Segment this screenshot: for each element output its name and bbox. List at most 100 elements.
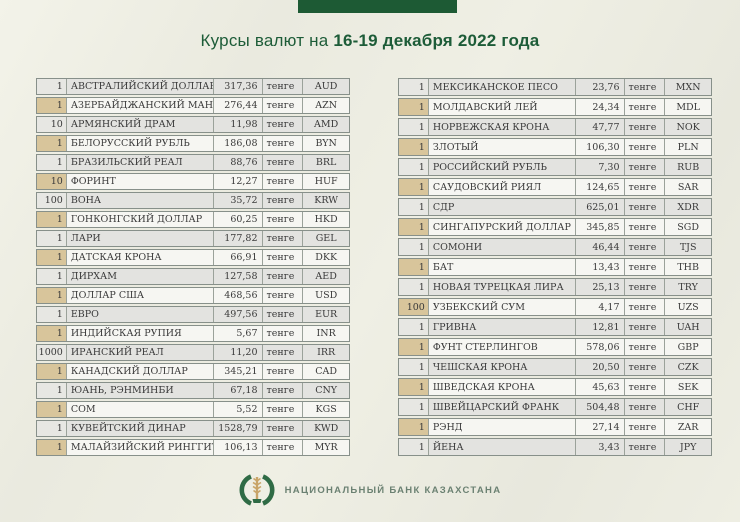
currency-row: 10 ФОРИНТ 12,27 тенге HUF: [36, 173, 350, 190]
currency-code-cell: BRL: [303, 155, 349, 170]
quantity-cell: 1: [399, 399, 429, 415]
rate-value-cell: 468,56: [213, 288, 263, 303]
currency-code-cell: AMD: [303, 117, 349, 132]
rate-value-cell: 13,43: [575, 259, 625, 275]
unit-cell: тенге: [624, 99, 666, 115]
currency-row: 1 САУДОВСКИЙ РИЯЛ 124,65 тенге SAR: [398, 178, 712, 196]
title-prefix: Курсы валют на: [200, 31, 334, 50]
quantity-cell: 1: [399, 319, 429, 335]
quantity-cell: 1: [399, 239, 429, 255]
rate-value-cell: 23,76: [575, 79, 625, 95]
unit-cell: тенге: [262, 326, 304, 341]
currency-row: 1 ЧЕШСКАЯ КРОНА 20,50 тенге CZK: [398, 358, 712, 376]
currency-name-cell: ЛАРИ: [66, 231, 214, 246]
currency-name-cell: ГОНКОНГСКИЙ ДОЛЛАР: [66, 212, 214, 227]
unit-cell: тенге: [624, 179, 666, 195]
unit-cell: тенге: [262, 364, 304, 379]
currency-code-cell: SGD: [665, 219, 711, 235]
currency-name-cell: ЮАНЬ, РЭНМИНБИ: [66, 383, 214, 398]
currency-row: 1 ШВЕЙЦАРСКИЙ ФРАНК 504,48 тенге CHF: [398, 398, 712, 416]
quantity-cell: 1: [37, 421, 67, 436]
currency-code-cell: SAR: [665, 179, 711, 195]
currency-row: 1 МЕКСИКАНСКОЕ ПЕСО 23,76 тенге MXN: [398, 78, 712, 96]
currency-name-cell: НОРВЕЖСКАЯ КРОНА: [428, 119, 576, 135]
unit-cell: тенге: [624, 159, 666, 175]
currency-code-cell: GBP: [665, 339, 711, 355]
quantity-cell: 1: [37, 155, 67, 170]
quantity-cell: 1: [399, 99, 429, 115]
quantity-cell: 1: [399, 79, 429, 95]
rate-value-cell: 1528,79: [213, 421, 263, 436]
page-title: Курсы валют на 16-19 декабря 2022 года: [0, 31, 740, 51]
unit-cell: тенге: [262, 383, 304, 398]
currency-row: 1 РОССИЙСКИЙ РУБЛЬ 7,30 тенге RUB: [398, 158, 712, 176]
currency-name-cell: КАНАДСКИЙ ДОЛЛАР: [66, 364, 214, 379]
currency-code-cell: CNY: [303, 383, 349, 398]
currency-name-cell: ДИРХАМ: [66, 269, 214, 284]
quantity-cell: 1: [37, 231, 67, 246]
currency-code-cell: MDL: [665, 99, 711, 115]
currency-code-cell: THB: [665, 259, 711, 275]
unit-cell: тенге: [624, 219, 666, 235]
unit-cell: тенге: [624, 339, 666, 355]
quantity-cell: 10: [37, 174, 67, 189]
currency-name-cell: ГРИВНА: [428, 319, 576, 335]
quantity-cell: 1: [37, 98, 67, 113]
unit-cell: тенге: [624, 299, 666, 315]
title-date-range: 16-19 декабря 2022 года: [333, 31, 540, 50]
unit-cell: тенге: [262, 174, 304, 189]
currency-code-cell: JPY: [665, 439, 711, 455]
currency-code-cell: CAD: [303, 364, 349, 379]
currency-name-cell: ЕВРО: [66, 307, 214, 322]
rate-value-cell: 35,72: [213, 193, 263, 208]
currency-row: 1 АВСТРАЛИЙСКИЙ ДОЛЛАР 317,36 тенге AUD: [36, 78, 350, 95]
currency-name-cell: САУДОВСКИЙ РИЯЛ: [428, 179, 576, 195]
unit-cell: тенге: [262, 269, 304, 284]
unit-cell: тенге: [624, 379, 666, 395]
unit-cell: тенге: [624, 439, 666, 455]
quantity-cell: 1: [37, 136, 67, 151]
currency-name-cell: СДР: [428, 199, 576, 215]
currency-row: 1 ФУНТ СТЕРЛИНГОВ 578,06 тенге GBP: [398, 338, 712, 356]
currency-name-cell: РОССИЙСКИЙ РУБЛЬ: [428, 159, 576, 175]
quantity-cell: 1: [399, 419, 429, 435]
rate-value-cell: 27,14: [575, 419, 625, 435]
quantity-cell: 1: [37, 79, 67, 94]
currency-code-cell: XDR: [665, 199, 711, 215]
currency-row: 1 ДИРХАМ 127,58 тенге AED: [36, 268, 350, 285]
rate-value-cell: 4,17: [575, 299, 625, 315]
currency-row: 1000 ИРАНСКИЙ РЕАЛ 11,20 тенге IRR: [36, 344, 350, 361]
currency-name-cell: МЕКСИКАНСКОЕ ПЕСО: [428, 79, 576, 95]
rate-value-cell: 46,44: [575, 239, 625, 255]
footer: НАЦИОНАЛЬНЫЙ БАНК КАЗАХСТАНА: [0, 472, 740, 508]
quantity-cell: 1: [37, 326, 67, 341]
currency-code-cell: AED: [303, 269, 349, 284]
unit-cell: тенге: [262, 98, 304, 113]
currency-name-cell: СИНГАПУРСКИЙ ДОЛЛАР: [428, 219, 576, 235]
quantity-cell: 1: [37, 307, 67, 322]
unit-cell: тенге: [624, 399, 666, 415]
currency-code-cell: AZN: [303, 98, 349, 113]
rates-table-right: 1 МЕКСИКАНСКОЕ ПЕСО 23,76 тенге MXN 1 МО…: [398, 78, 712, 458]
rate-value-cell: 47,77: [575, 119, 625, 135]
currency-row: 1 СОМОНИ 46,44 тенге TJS: [398, 238, 712, 256]
currency-row: 1 ГОНКОНГСКИЙ ДОЛЛАР 60,25 тенге HKD: [36, 211, 350, 228]
currency-code-cell: NOK: [665, 119, 711, 135]
unit-cell: тенге: [262, 155, 304, 170]
currency-row: 1 КУВЕЙТСКИЙ ДИНАР 1528,79 тенге KWD: [36, 420, 350, 437]
currency-code-cell: KRW: [303, 193, 349, 208]
unit-cell: тенге: [624, 359, 666, 375]
currency-name-cell: ЙЕНА: [428, 439, 576, 455]
rate-value-cell: 504,48: [575, 399, 625, 415]
top-accent-bar: [298, 0, 457, 13]
currency-name-cell: ИРАНСКИЙ РЕАЛ: [66, 345, 214, 360]
quantity-cell: 100: [37, 193, 67, 208]
rate-value-cell: 5,67: [213, 326, 263, 341]
quantity-cell: 1: [399, 219, 429, 235]
currency-row: 1 БРАЗИЛЬСКИЙ РЕАЛ 88,76 тенге BRL: [36, 154, 350, 171]
currency-row: 1 СДР 625,01 тенге XDR: [398, 198, 712, 216]
quantity-cell: 1: [399, 159, 429, 175]
rate-value-cell: 45,63: [575, 379, 625, 395]
currency-name-cell: СОМОНИ: [428, 239, 576, 255]
unit-cell: тенге: [624, 79, 666, 95]
